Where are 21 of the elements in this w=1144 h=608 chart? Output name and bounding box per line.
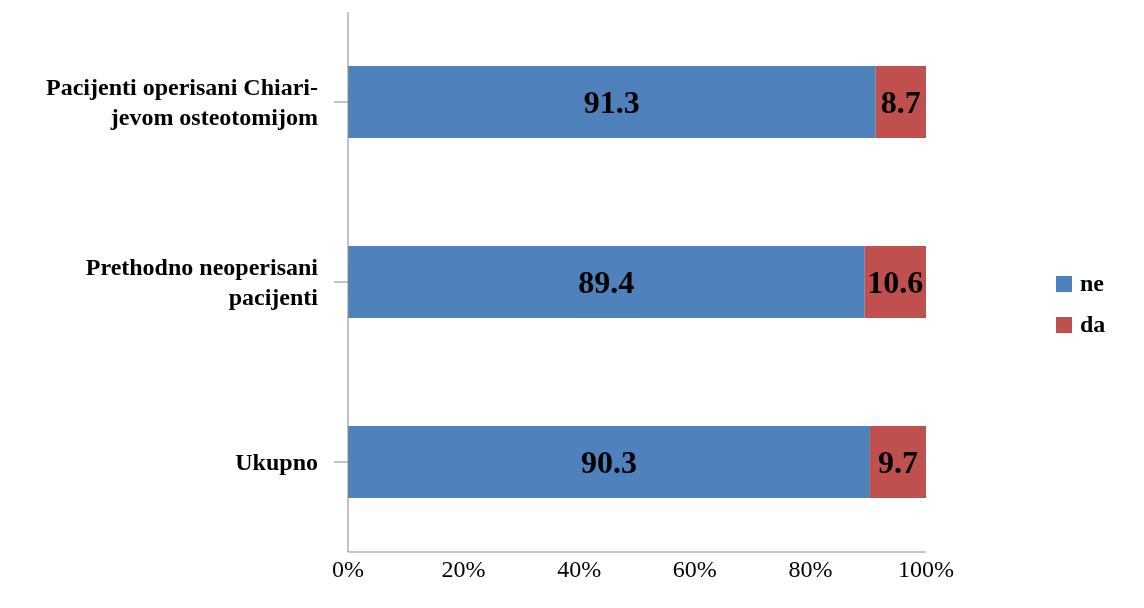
x-tick-label: 0%	[332, 556, 364, 583]
y-tick-label: Prethodno neoperisani pacijenti	[85, 254, 319, 310]
bar	[348, 66, 876, 138]
x-tick-label: 100%	[898, 556, 954, 583]
data-label: 89.4	[578, 264, 635, 301]
data-label: 8.7	[880, 84, 921, 121]
legend-label: da	[1080, 311, 1106, 338]
y-tick-label: Ukupno	[235, 449, 318, 475]
data-label: 9.7	[877, 444, 918, 481]
data-label: 10.6	[867, 264, 924, 301]
legend-label: ne	[1080, 270, 1104, 297]
bar	[869, 426, 926, 498]
x-tick-label: 80%	[788, 556, 833, 583]
data-label: 91.3	[583, 84, 640, 121]
data-label: 90.3	[580, 444, 637, 481]
x-tick-label: 60%	[672, 556, 717, 583]
bar	[348, 246, 865, 318]
x-tick-label: 40%	[557, 556, 602, 583]
y-tick-label: Pacijenti operisani Chiari-jevom osteotomijom	[46, 74, 319, 130]
bar	[348, 426, 870, 498]
x-tick-label: 20%	[441, 556, 486, 583]
